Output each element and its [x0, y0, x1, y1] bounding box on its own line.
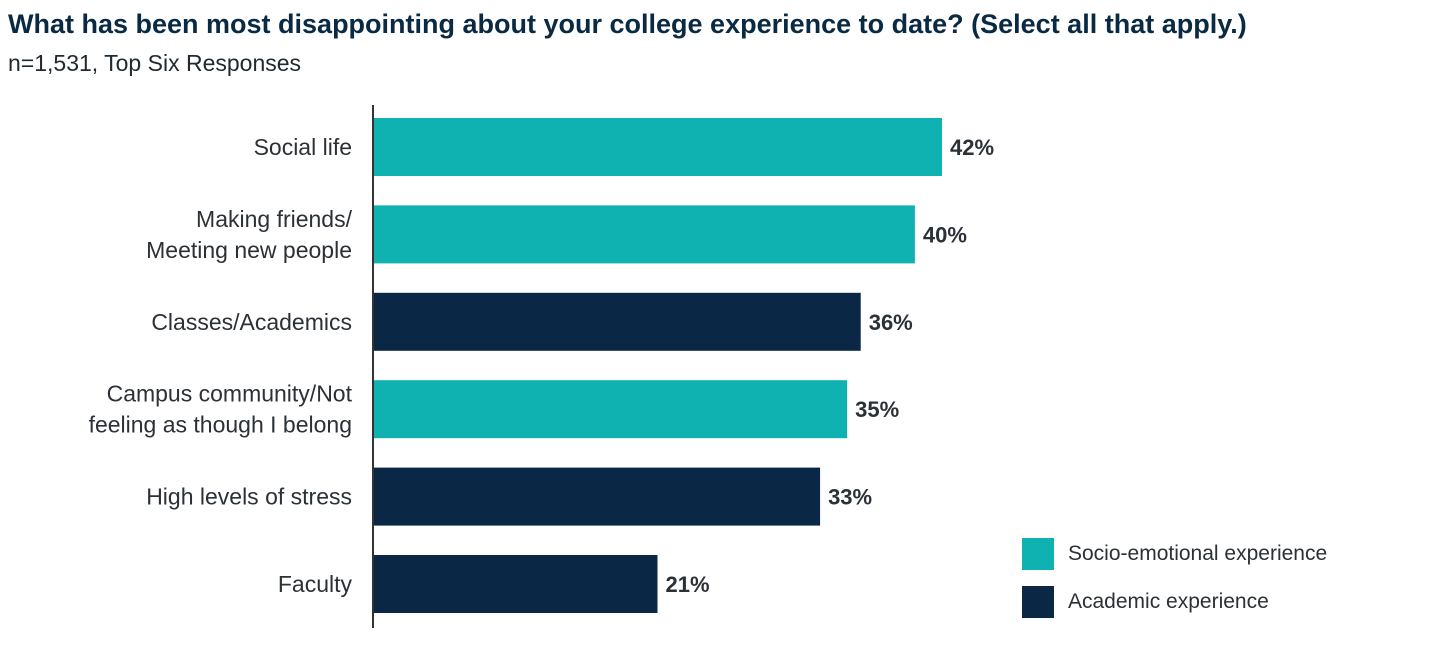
category-label-3: Campus community/Not feeling as though I … [89, 381, 353, 438]
legend-swatch-socio-emotional [1022, 538, 1054, 570]
legend-item-academic: Academic experience [1022, 586, 1327, 618]
bar-2 [373, 292, 861, 351]
value-label-1: 40% [923, 222, 967, 247]
value-label-2: 36% [869, 310, 913, 335]
value-label-5: 21% [666, 572, 710, 597]
legend: Socio-emotional experience Academic expe… [1022, 538, 1327, 634]
category-label-2: Classes/Academics [151, 309, 352, 335]
category-label-0: Social life [254, 134, 352, 160]
legend-swatch-academic [1022, 586, 1054, 618]
category-label-5: Faculty [278, 571, 353, 597]
legend-label-socio-emotional: Socio-emotional experience [1068, 542, 1328, 565]
legend-item-socio-emotional: Socio-emotional experience [1022, 538, 1327, 570]
value-label-4: 33% [828, 485, 872, 510]
bar-4 [373, 467, 821, 526]
chart-subtitle: n=1,531, Top Six Responses [8, 50, 302, 76]
bar-1 [373, 205, 915, 264]
value-label-3: 35% [855, 397, 899, 422]
bar-3 [373, 380, 848, 439]
category-label-1: Making friends/Meeting new people [146, 206, 352, 263]
bar-5 [373, 555, 658, 613]
legend-label-academic: Academic experience [1068, 590, 1269, 613]
bar-0 [373, 118, 942, 176]
value-label-0: 42% [950, 135, 994, 160]
category-label-4: High levels of stress [146, 484, 352, 510]
chart-title: What has been most disappointing about y… [8, 9, 1247, 39]
